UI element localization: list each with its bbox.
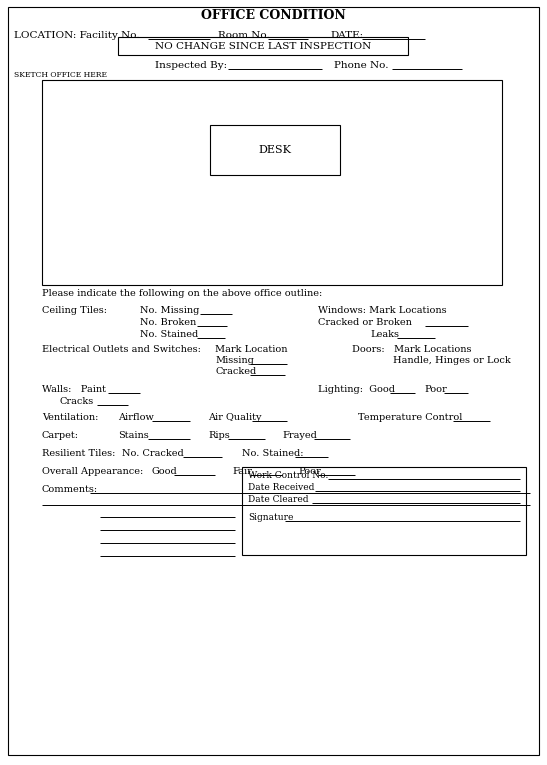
Text: Airflow: Airflow [118, 412, 154, 422]
Text: Poor: Poor [298, 467, 321, 476]
Text: Cracked or Broken: Cracked or Broken [318, 317, 412, 327]
Text: Walls:   Paint: Walls: Paint [42, 385, 106, 393]
Text: LOCATION: Facility No.: LOCATION: Facility No. [14, 31, 139, 40]
Text: Temperature Control: Temperature Control [358, 412, 462, 422]
Text: Please indicate the following on the above office outline:: Please indicate the following on the abo… [42, 288, 322, 298]
Text: Overall Appearance:: Overall Appearance: [42, 467, 143, 476]
Text: OFFICE CONDITION: OFFICE CONDITION [201, 8, 345, 21]
Text: No. Cracked: No. Cracked [122, 448, 184, 457]
Text: No. Broken: No. Broken [140, 317, 196, 327]
Text: Cracks: Cracks [60, 396, 94, 405]
Text: Doors:   Mark Locations: Doors: Mark Locations [352, 344, 472, 353]
Text: Comments:: Comments: [42, 484, 98, 493]
Text: DATE:: DATE: [330, 31, 363, 40]
Text: Windows: Mark Locations: Windows: Mark Locations [318, 305, 446, 314]
Text: Missing: Missing [215, 356, 254, 364]
Text: Ceiling Tiles:: Ceiling Tiles: [42, 305, 107, 314]
Text: Cracked: Cracked [215, 366, 256, 376]
Bar [42, 80, 502, 285]
Text: Poor: Poor [424, 385, 447, 393]
Text: No. Missing: No. Missing [140, 305, 199, 314]
Text: Fair: Fair [232, 467, 252, 476]
Text: Good: Good [152, 467, 178, 476]
Bar [210, 125, 340, 175]
Text: No. Stained: No. Stained [140, 330, 198, 338]
Text: SKETCH OFFICE HERE: SKETCH OFFICE HERE [14, 71, 107, 79]
Text: Work Control No.: Work Control No. [248, 470, 328, 480]
Text: Date Received: Date Received [248, 483, 315, 491]
Text: Leaks: Leaks [370, 330, 399, 338]
Text: Carpet:: Carpet: [42, 431, 79, 440]
Text: Rips: Rips [208, 431, 230, 440]
Text: Phone No.: Phone No. [334, 60, 388, 70]
Text: Room No.: Room No. [218, 31, 270, 40]
Text: Date Cleared: Date Cleared [248, 494, 309, 503]
Text: Signature: Signature [248, 513, 293, 522]
Text: NO CHANGE SINCE LAST INSPECTION: NO CHANGE SINCE LAST INSPECTION [155, 41, 371, 50]
Text: Resilient Tiles:: Resilient Tiles: [42, 448, 115, 457]
Bar [242, 467, 526, 555]
Text: Frayed: Frayed [282, 431, 317, 440]
Text: DESK: DESK [259, 145, 292, 155]
Text: Lighting:  Good: Lighting: Good [318, 385, 395, 393]
Text: Electrical Outlets and Switches:: Electrical Outlets and Switches: [42, 344, 201, 353]
Text: Ventilation:: Ventilation: [42, 412, 98, 422]
Bar [118, 37, 408, 55]
Text: Handle, Hinges or Lock: Handle, Hinges or Lock [393, 356, 511, 364]
Text: Mark Location: Mark Location [215, 344, 288, 353]
Text: No. Stained:: No. Stained: [242, 448, 304, 457]
Text: Stains: Stains [118, 431, 149, 440]
Text: Inspected By:: Inspected By: [155, 60, 227, 70]
Text: Air Quality: Air Quality [208, 412, 261, 422]
